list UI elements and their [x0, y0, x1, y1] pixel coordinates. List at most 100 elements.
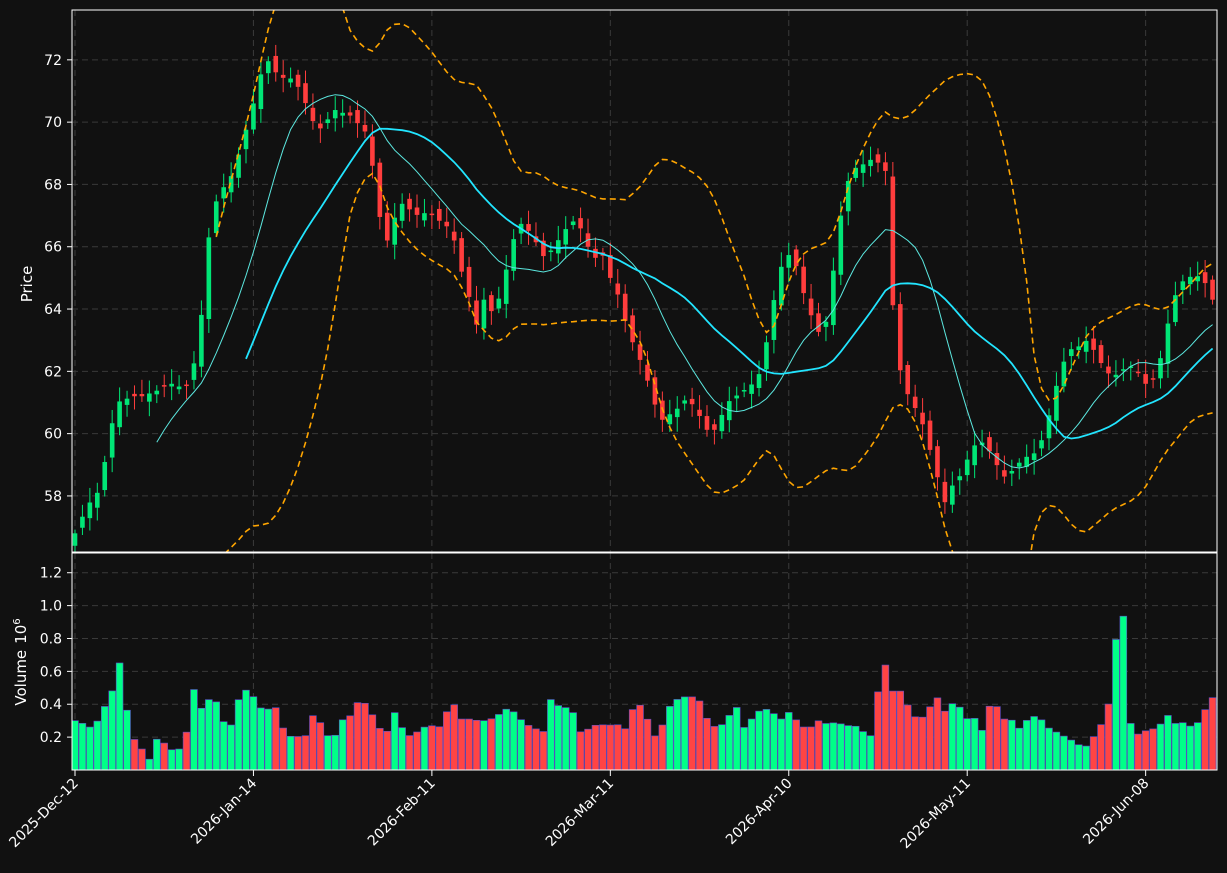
volume-bar: [881, 664, 890, 770]
price-tick-label: 64: [44, 302, 62, 318]
volume-bar: [272, 707, 280, 770]
candle-down: [608, 255, 613, 278]
volume-bar: [167, 749, 176, 770]
volume-bar: [576, 731, 585, 770]
volume-bar: [205, 699, 213, 770]
volume-bar: [911, 716, 919, 770]
candle-down: [139, 394, 145, 397]
candle-up: [674, 408, 680, 418]
price-tick-label: 66: [44, 240, 62, 256]
candle-down: [414, 207, 420, 215]
candle-up: [756, 374, 762, 389]
candle-down: [1135, 371, 1141, 374]
volume-bar: [941, 710, 949, 770]
volume-bar: [123, 709, 131, 770]
volume-bar: [926, 706, 934, 770]
volume-bar: [487, 718, 496, 770]
volume-bar: [1104, 703, 1113, 770]
volume-axis-label: Volume: [12, 650, 30, 706]
volume-bar: [747, 718, 756, 770]
candle-up: [555, 240, 561, 254]
fast-ma-line: [156, 94, 1213, 469]
volume-bar: [1208, 697, 1217, 770]
volume-bar: [807, 726, 815, 770]
volume-axis-title: Volume 106: [12, 618, 30, 705]
upper-band-line: [215, 10, 1214, 402]
candle-down: [377, 162, 383, 217]
volume-bar: [837, 723, 845, 770]
candle-up: [288, 78, 293, 83]
volume-bar: [948, 703, 957, 770]
volume-tick-label: 0.6: [40, 664, 62, 680]
candle-down: [704, 416, 710, 430]
candle-up: [154, 390, 160, 395]
volume-bar: [547, 699, 555, 770]
candle-up: [496, 298, 502, 309]
volume-bar: [1082, 745, 1090, 770]
candle-up: [563, 229, 569, 245]
volume-bar: [78, 723, 87, 770]
candle-up: [957, 476, 963, 481]
candle-down: [801, 266, 806, 294]
volume-bar: [435, 726, 444, 770]
volume-bar: [844, 725, 852, 770]
volume-bar: [851, 725, 860, 770]
volume-bar: [524, 725, 533, 770]
volume-tick-label: 1.2: [40, 566, 62, 582]
candle-down: [912, 396, 918, 409]
candle-up: [1068, 349, 1074, 357]
candle-down: [459, 238, 464, 272]
volume-bar: [688, 696, 696, 770]
volume-bar: [480, 720, 488, 770]
volume-bar: [993, 706, 1001, 770]
volume-bar: [554, 705, 562, 770]
volume-bar: [182, 731, 191, 770]
volume-bar: [1045, 727, 1053, 770]
candle-up: [1121, 369, 1126, 371]
volume-bar: [703, 718, 711, 770]
candle-up: [117, 401, 122, 428]
candle-up: [1128, 366, 1134, 368]
candle-up: [176, 386, 182, 390]
volume-bar: [353, 702, 362, 770]
candle-up: [251, 103, 256, 130]
volume-bar: [1149, 728, 1157, 770]
volume-bar: [234, 699, 243, 770]
candle-up: [124, 398, 130, 405]
volume-bar: [212, 701, 220, 770]
candle-down: [362, 124, 368, 132]
candle-down: [132, 393, 137, 397]
candle-up: [243, 129, 249, 150]
volume-bar: [324, 735, 332, 770]
candle-up: [340, 112, 345, 116]
volume-bar: [286, 735, 295, 770]
volume-bar: [1134, 733, 1142, 770]
candle-up: [1031, 453, 1037, 461]
volume-bar: [1186, 725, 1194, 770]
volume-tick-label: 0.4: [40, 697, 62, 713]
volume-bar: [465, 718, 473, 770]
candle-up: [1173, 295, 1178, 323]
volume-bar: [130, 739, 139, 770]
candle-down: [712, 424, 717, 430]
candle-down: [942, 481, 948, 503]
volume-bar: [398, 727, 406, 770]
candle-down: [310, 107, 316, 122]
candle-down: [816, 313, 821, 332]
volume-bar: [190, 689, 198, 770]
volume-bar: [1119, 615, 1128, 770]
candles: [72, 44, 1215, 552]
volume-bar: [978, 730, 986, 770]
volume-bar: [621, 728, 629, 770]
candle-up: [548, 250, 554, 253]
volume-bar: [257, 707, 265, 770]
volume-bars: [72, 615, 1217, 770]
volume-bar: [666, 706, 674, 770]
candle-up: [764, 342, 769, 370]
volume-bar: [710, 726, 719, 770]
candle-up: [734, 395, 740, 399]
volume-bar: [108, 690, 116, 770]
candle-up: [964, 459, 970, 476]
volume-bar: [160, 742, 168, 770]
slow-ma-line: [245, 127, 1214, 440]
